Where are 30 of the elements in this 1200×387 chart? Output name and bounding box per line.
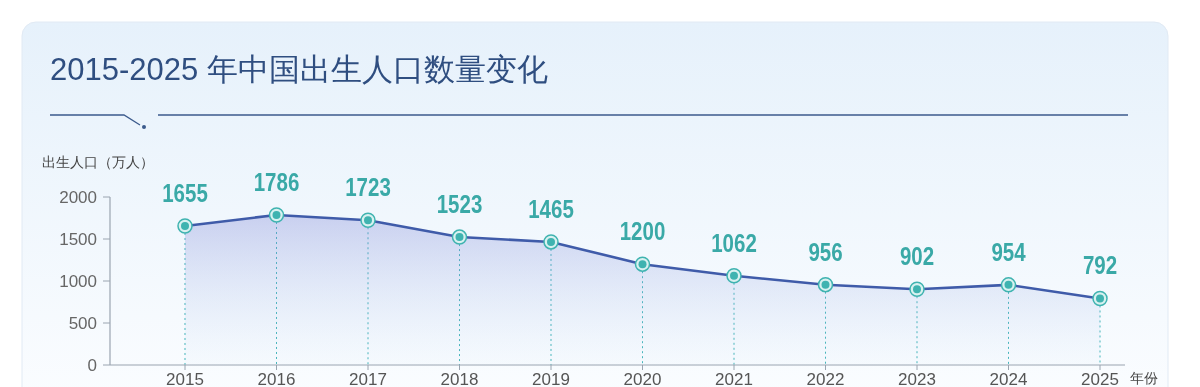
x-tick-label: 2017 xyxy=(349,370,387,387)
x-tick-label: 2024 xyxy=(989,370,1028,387)
data-label: 902 xyxy=(899,242,935,271)
data-label: 792 xyxy=(1082,251,1118,280)
data-label: 1786 xyxy=(253,168,300,197)
y-tick-label: 2000 xyxy=(59,188,97,207)
data-label: 1655 xyxy=(162,179,209,208)
data-label: 956 xyxy=(808,237,843,267)
x-tick-label: 2015 xyxy=(166,370,204,387)
y-axis-title: 出生人口（万人） xyxy=(42,154,154,170)
x-tick-label: 2020 xyxy=(623,370,662,387)
x-tick-label: 2018 xyxy=(440,370,479,387)
x-tick-label: 2019 xyxy=(532,370,570,387)
data-label: 1465 xyxy=(528,194,575,224)
y-tick-label: 1000 xyxy=(59,272,97,291)
x-tick-label: 2021 xyxy=(715,370,753,387)
data-label: 1200 xyxy=(619,217,666,246)
x-tick-label: 2016 xyxy=(257,370,296,387)
x-tick-label: 2025 xyxy=(1081,370,1119,387)
x-tick-label: 2023 xyxy=(898,370,936,387)
x-axis-title: 年份 xyxy=(1130,370,1158,386)
chart-title: 2015-2025 年中国出生人口数量变化 xyxy=(50,52,548,87)
data-label: 1523 xyxy=(436,190,483,219)
y-tick-label: 0 xyxy=(87,356,97,375)
y-tick-label: 500 xyxy=(68,314,97,333)
data-label: 1062 xyxy=(711,228,757,258)
x-tick-label: 2022 xyxy=(806,370,845,387)
y-tick-label: 1500 xyxy=(59,230,97,249)
data-label: 954 xyxy=(991,237,1026,267)
data-label: 1723 xyxy=(345,173,391,202)
